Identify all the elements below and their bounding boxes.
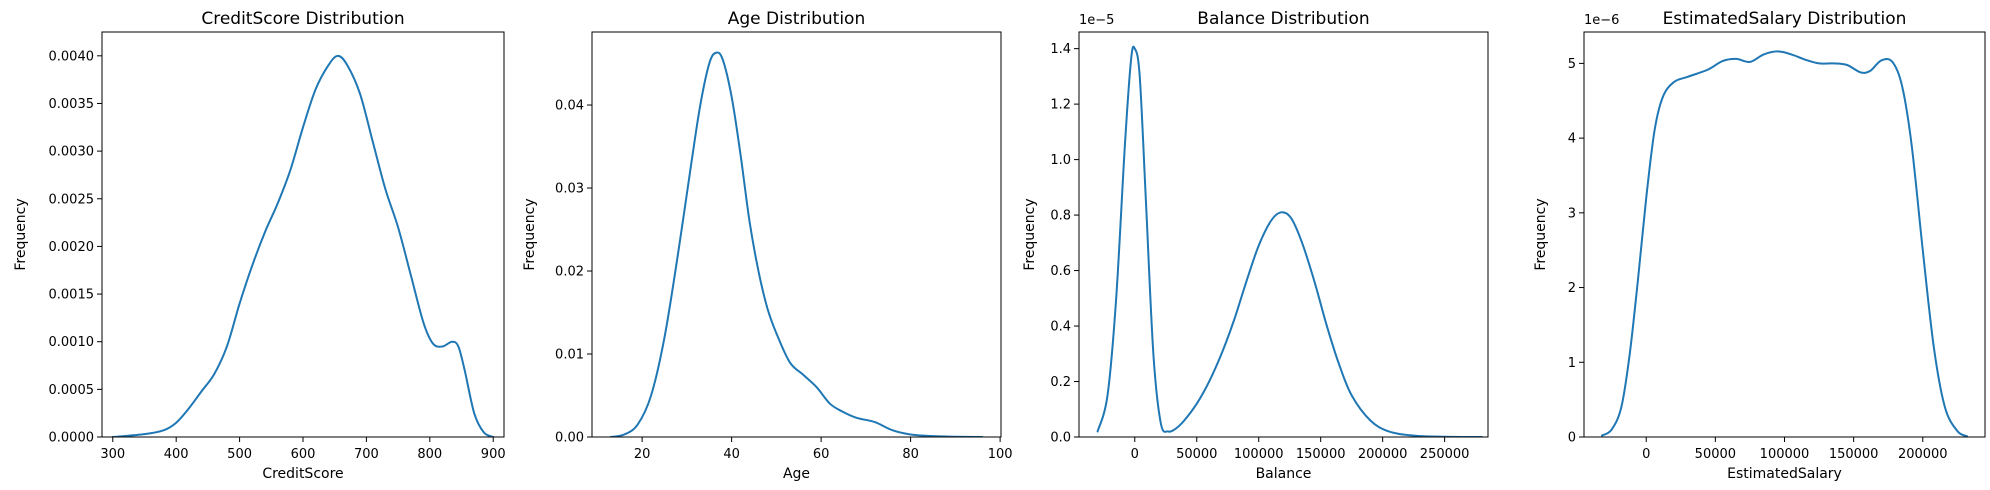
x-tick-label: 150000 bbox=[1829, 447, 1879, 462]
x-axis-label: Age bbox=[783, 466, 810, 482]
y-tick-label: 0.0040 bbox=[49, 49, 95, 64]
x-tick-label: 100000 bbox=[1760, 447, 1810, 462]
x-tick-label: 200000 bbox=[1358, 447, 1408, 462]
y-tick-label: 0.0025 bbox=[49, 192, 95, 207]
density-curve bbox=[1096, 45, 1483, 437]
y-offset-label: 1e−5 bbox=[1079, 13, 1114, 28]
x-tick-label: 100000 bbox=[1234, 447, 1284, 462]
x-tick-label: 150000 bbox=[1296, 447, 1346, 462]
x-axis-label: Balance bbox=[1256, 466, 1312, 482]
y-axis-label: Frequency bbox=[1533, 198, 1549, 270]
x-tick-label: 50000 bbox=[1176, 447, 1217, 462]
x-tick-label: 20 bbox=[634, 447, 651, 462]
panel-1: 300 400 500 600 700 800 900 0.0000 0.0005 0.0010 0… bbox=[13, 9, 506, 482]
panel-3: 0 50000 100000 150000 200000 250000 0.0 0.2 0.4 0… bbox=[1022, 9, 1489, 482]
x-axis-label: EstimatedSalary bbox=[1727, 466, 1842, 482]
density-curve bbox=[1600, 50, 1969, 437]
x-tick-label: 80 bbox=[902, 447, 919, 462]
y-tick-label: 0.0010 bbox=[49, 335, 95, 350]
chart-title: Balance Distribution bbox=[1197, 9, 1369, 29]
y-tick-label: 0.0000 bbox=[49, 431, 95, 446]
y-tick-label: 0.0020 bbox=[49, 240, 95, 255]
y-tick-label: 1.0 bbox=[1050, 153, 1071, 168]
y-tick-label: 1 bbox=[1568, 356, 1576, 371]
x-tick-label: 200000 bbox=[1898, 447, 1948, 462]
y-tick-label: 0.0015 bbox=[49, 288, 95, 303]
y-tick-label: 0.4 bbox=[1050, 320, 1071, 335]
x-axis-label: CreditScore bbox=[262, 466, 343, 482]
y-tick-label: 0.03 bbox=[555, 182, 584, 197]
y-tick-label: 0.00 bbox=[555, 431, 584, 446]
y-tick-label: 0.6 bbox=[1050, 264, 1071, 279]
y-tick-label: 0.2 bbox=[1050, 375, 1071, 390]
y-tick-label: 5 bbox=[1568, 57, 1576, 72]
plot-frame bbox=[591, 31, 1002, 438]
y-tick-label: 1.2 bbox=[1050, 98, 1071, 113]
x-tick-label: 250000 bbox=[1420, 447, 1470, 462]
x-tick-label: 0 bbox=[1131, 447, 1139, 462]
y-tick-label: 0.0030 bbox=[49, 145, 95, 160]
y-tick-label: 0.04 bbox=[555, 99, 584, 114]
chart-title: CreditScore Distribution bbox=[201, 9, 404, 29]
y-tick-label: 0.02 bbox=[555, 265, 584, 280]
x-tick-label: 60 bbox=[813, 447, 830, 462]
x-tick-label: 400 bbox=[164, 447, 189, 462]
y-tick-label: 1.4 bbox=[1050, 42, 1071, 57]
x-tick-label: 40 bbox=[723, 447, 740, 462]
chart-title: Age Distribution bbox=[728, 9, 865, 29]
x-tick-label: 800 bbox=[417, 447, 442, 462]
y-tick-label: 0.8 bbox=[1050, 209, 1071, 224]
plot-frame bbox=[101, 31, 505, 438]
y-tick-label: 0.0035 bbox=[49, 97, 95, 112]
y-axis-label: Frequency bbox=[1022, 198, 1038, 270]
y-tick-label: 0.0005 bbox=[49, 383, 95, 398]
panel-2: 20 40 60 80 100 0.00 0.01 0.02 0.03 0.04 Age Distr… bbox=[522, 9, 1013, 482]
x-tick-label: 500 bbox=[227, 447, 252, 462]
x-tick-label: 900 bbox=[481, 447, 506, 462]
x-tick-label: 300 bbox=[100, 447, 125, 462]
x-tick-label: 700 bbox=[354, 447, 379, 462]
y-axis-label: Frequency bbox=[522, 198, 538, 270]
x-tick-label: 100 bbox=[988, 447, 1013, 462]
x-tick-label: 50000 bbox=[1695, 447, 1736, 462]
y-offset-label: 1e−6 bbox=[1584, 13, 1619, 28]
plot-frame bbox=[1078, 31, 1489, 438]
plot-frame bbox=[1583, 31, 1986, 438]
y-tick-label: 2 bbox=[1568, 281, 1576, 296]
density-curve bbox=[111, 54, 495, 437]
chart-title: EstimatedSalary Distribution bbox=[1663, 9, 1907, 29]
x-tick-label: 600 bbox=[291, 447, 316, 462]
y-tick-label: 0.01 bbox=[555, 348, 584, 363]
y-tick-label: 3 bbox=[1568, 206, 1576, 221]
y-tick-label: 0.0 bbox=[1050, 431, 1071, 446]
x-tick-label: 0 bbox=[1642, 447, 1650, 462]
y-axis-label: Frequency bbox=[13, 198, 29, 270]
y-tick-label: 4 bbox=[1568, 132, 1576, 147]
panel-4: 0 50000 100000 150000 200000 0 1 2 3 4 5 EstimatedS… bbox=[1533, 9, 1986, 482]
y-tick-label: 0 bbox=[1568, 431, 1576, 446]
density-curve bbox=[609, 51, 984, 437]
